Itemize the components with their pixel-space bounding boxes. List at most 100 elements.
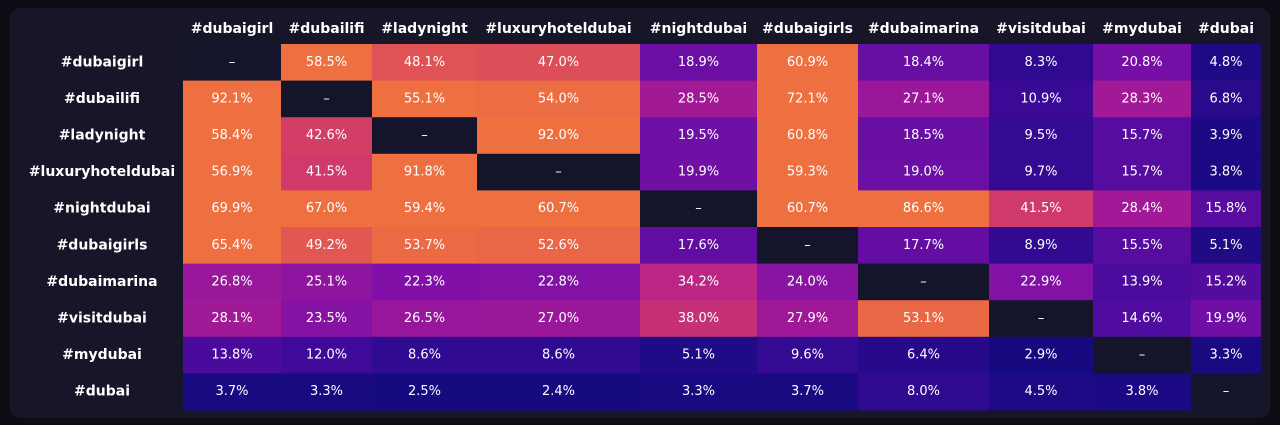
heatmap-cell	[1093, 80, 1191, 118]
cell-value-label: 12.0%	[306, 348, 347, 363]
column-header: #dubaigirl	[191, 21, 274, 37]
heatmap-cell	[858, 44, 989, 82]
row-label: #visitdubai	[57, 311, 147, 327]
cell-value-label: 26.8%	[211, 274, 252, 289]
heatmap-cell	[757, 263, 858, 301]
row-label: #dubaimarina	[46, 274, 157, 290]
heatmap-cell	[1191, 300, 1261, 338]
heatmap-cell	[1093, 44, 1191, 82]
heatmap-cell	[477, 80, 640, 118]
cell-value-label: 91.8%	[404, 165, 445, 180]
cell-value-label: 15.2%	[1205, 274, 1246, 289]
cell-value-label: 18.5%	[903, 128, 944, 143]
cell-value-label: 8.6%	[542, 348, 575, 363]
heatmap-cell	[1093, 227, 1191, 265]
heatmap-cell	[858, 153, 989, 191]
heatmap-cell	[858, 300, 989, 338]
cell-value-label: 22.8%	[538, 274, 579, 289]
cell-value-label: 28.1%	[211, 311, 252, 326]
heatmap-cell	[640, 117, 757, 155]
heatmap-cell	[1191, 263, 1261, 301]
column-header: #dubailifi	[289, 21, 365, 37]
heatmap-cell	[183, 190, 281, 228]
cell-value-label: 18.4%	[903, 55, 944, 70]
heatmap-cell	[757, 190, 858, 228]
cell-value-label: 2.4%	[542, 384, 575, 399]
heatmap-cell	[1191, 117, 1261, 155]
column-header: #dubaimarina	[868, 21, 979, 37]
cell-value-label: 5.1%	[682, 348, 715, 363]
chart-panel: #dubaigirl #dubailifi #ladynight #luxuryhot…	[10, 8, 1270, 418]
cell-value-label: 28.3%	[1121, 91, 1162, 106]
cell-value-label: 59.3%	[787, 165, 828, 180]
cell-value-label: 8.0%	[907, 384, 940, 399]
heatmap-cell	[372, 263, 477, 301]
cell-value-label: 4.8%	[1209, 55, 1242, 70]
cell-value-label: 9.6%	[791, 348, 824, 363]
row-label: #dubaigirls	[57, 237, 148, 253]
cell-value-label: 3.7%	[215, 384, 248, 399]
heatmap-cell	[183, 80, 281, 118]
cell-value-label: 27.1%	[903, 91, 944, 106]
heatmap-cell	[989, 117, 1093, 155]
cell-value-label: 15.7%	[1121, 165, 1162, 180]
diagonal-cell	[183, 44, 281, 82]
cell-value-label: 10.9%	[1020, 91, 1061, 106]
column-header: #luxuryhoteldubai	[485, 21, 631, 37]
cell-value-label: –	[804, 238, 811, 253]
row-label: #nightdubai	[53, 201, 150, 217]
diagonal-cell	[858, 263, 989, 301]
diagonal-cell	[477, 153, 640, 191]
heatmap-cell	[640, 336, 757, 374]
heatmap-cell	[858, 80, 989, 118]
heatmap-cell	[281, 227, 372, 265]
heatmap-cell	[477, 336, 640, 374]
heatmap-cell	[281, 263, 372, 301]
heatmap-cell	[1191, 44, 1261, 82]
cell-value-label: 4.5%	[1024, 384, 1057, 399]
heatmap-cell	[858, 117, 989, 155]
cell-value-label: –	[421, 128, 428, 143]
heatmap-cell	[989, 190, 1093, 228]
heatmap-cell	[281, 117, 372, 155]
cell-value-label: 20.8%	[1121, 55, 1162, 70]
cell-value-label: 53.7%	[404, 238, 445, 253]
cell-value-label: 58.5%	[306, 55, 347, 70]
heatmap-cell	[1093, 263, 1191, 301]
cell-value-label: 69.9%	[211, 201, 252, 216]
column-header: #dubai	[1198, 21, 1254, 37]
heatmap-cell	[372, 44, 477, 82]
heatmap-cell	[989, 373, 1093, 411]
cell-value-label: 9.5%	[1024, 128, 1057, 143]
heatmap-cell	[989, 153, 1093, 191]
cell-value-label: 26.5%	[404, 311, 445, 326]
cell-value-label: 28.5%	[678, 91, 719, 106]
heatmap-cell	[183, 153, 281, 191]
diagonal-cell	[1191, 373, 1261, 411]
cell-value-label: 19.9%	[678, 165, 719, 180]
column-header: #mydubai	[1102, 21, 1182, 37]
heatmap-cell	[989, 227, 1093, 265]
heatmap-cell	[640, 227, 757, 265]
cell-value-label: 52.6%	[538, 238, 579, 253]
heatmap-cell	[1093, 300, 1191, 338]
cell-value-label: 59.4%	[404, 201, 445, 216]
heatmap-chart: #dubaigirl #dubailifi #ladynight #luxuryhot…	[29, 21, 1261, 411]
heatmap-cell	[1093, 373, 1191, 411]
heatmap-cell	[372, 336, 477, 374]
cell-value-label: 5.1%	[1209, 238, 1242, 253]
heatmap-cell	[281, 336, 372, 374]
cell-value-label: 17.6%	[678, 238, 719, 253]
cell-value-label: 60.7%	[538, 201, 579, 216]
cell-value-label: 14.6%	[1121, 311, 1162, 326]
heatmap-cell	[372, 190, 477, 228]
cell-value-label: 13.8%	[211, 348, 252, 363]
heatmap-cell	[640, 153, 757, 191]
cell-value-label: 2.9%	[1024, 348, 1057, 363]
cell-value-label: 19.5%	[678, 128, 719, 143]
cell-value-label: 53.1%	[903, 311, 944, 326]
heatmap-cell	[1191, 153, 1261, 191]
row-label: #dubailifi	[64, 91, 140, 107]
row-label: #dubaigirl	[61, 54, 144, 70]
cell-value-label: 27.9%	[787, 311, 828, 326]
